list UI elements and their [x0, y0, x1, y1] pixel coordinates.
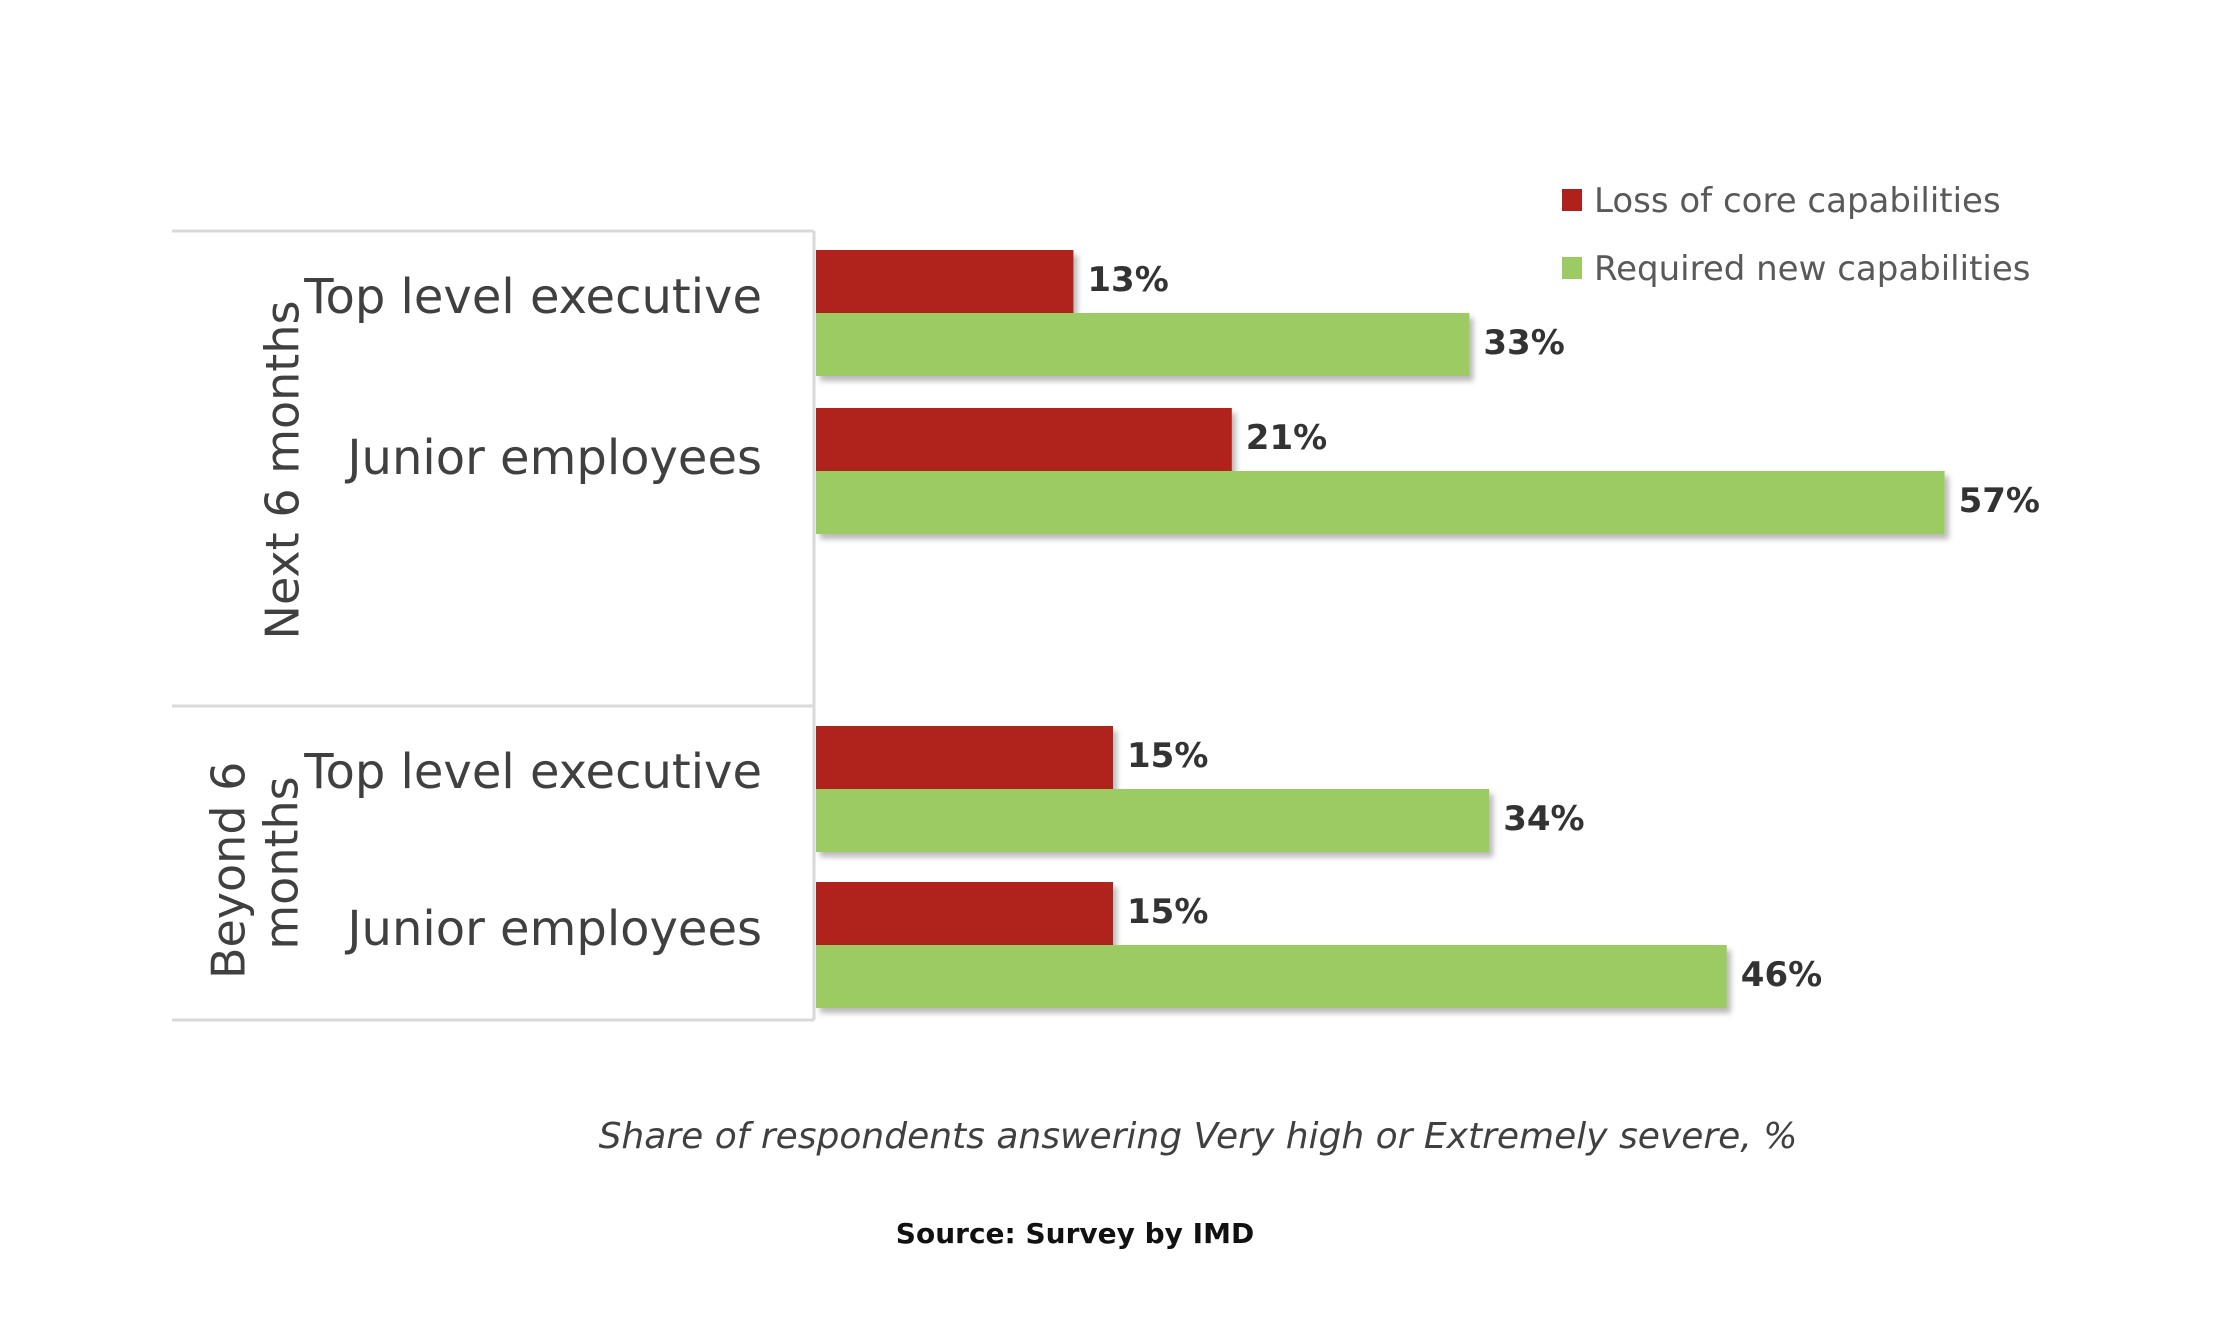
group-label-beyond-line-2: months — [254, 776, 308, 949]
value-label-required-junior-beyond: 46% — [1741, 955, 1822, 995]
value-label-loss-top-exec-beyond: 15% — [1127, 736, 1208, 776]
bar-loss-junior-beyond — [816, 882, 1113, 945]
legend-swatch-loss — [1562, 189, 1582, 211]
legend: Loss of core capabilities Required new c… — [1562, 181, 2031, 289]
category-label-junior-beyond: Junior employees — [344, 901, 762, 957]
value-label-loss-junior-beyond: 15% — [1127, 892, 1208, 932]
value-label-loss-junior-next: 21% — [1246, 418, 1327, 458]
bar-required-junior-next — [816, 471, 1945, 534]
legend-label-required: Required new capabilities — [1594, 249, 2031, 289]
bar-loss-top-exec-beyond — [816, 726, 1113, 789]
group-label-next-6-months: Next 6 months — [256, 301, 310, 640]
group-label-beyond-line-1: Beyond 6 — [201, 762, 255, 979]
bar-loss-junior-next — [816, 408, 1232, 471]
value-label-loss-top-exec-next: 13% — [1087, 260, 1168, 300]
bar-required-top-exec-next — [816, 313, 1470, 376]
group-label-beyond-6-months: Beyond 6 months — [201, 747, 308, 979]
legend-label-loss: Loss of core capabilities — [1594, 181, 2001, 221]
bar-required-junior-beyond — [816, 945, 1727, 1008]
bar-loss-top-exec-next — [816, 250, 1074, 313]
bar-required-top-exec-beyond — [816, 789, 1490, 852]
value-label-required-top-exec-beyond: 34% — [1503, 799, 1584, 839]
category-label-top-exec-next: Top level executive — [303, 269, 762, 325]
source-note: Source: Survey by IMD — [896, 1217, 1254, 1250]
category-label-junior-next: Junior employees — [344, 430, 762, 486]
value-label-required-top-exec-next: 33% — [1483, 323, 1564, 363]
x-axis-caption: Share of respondents answering Very high… — [599, 1116, 1798, 1157]
bars-layer: 13% 21% 15% 15% 33% 57% 34% 46% — [816, 250, 2040, 1008]
category-label-top-exec-beyond: Top level executive — [303, 744, 762, 800]
category-frame — [172, 229, 816, 1022]
legend-swatch-required — [1562, 257, 1582, 279]
value-label-required-junior-next: 57% — [1959, 481, 2040, 521]
